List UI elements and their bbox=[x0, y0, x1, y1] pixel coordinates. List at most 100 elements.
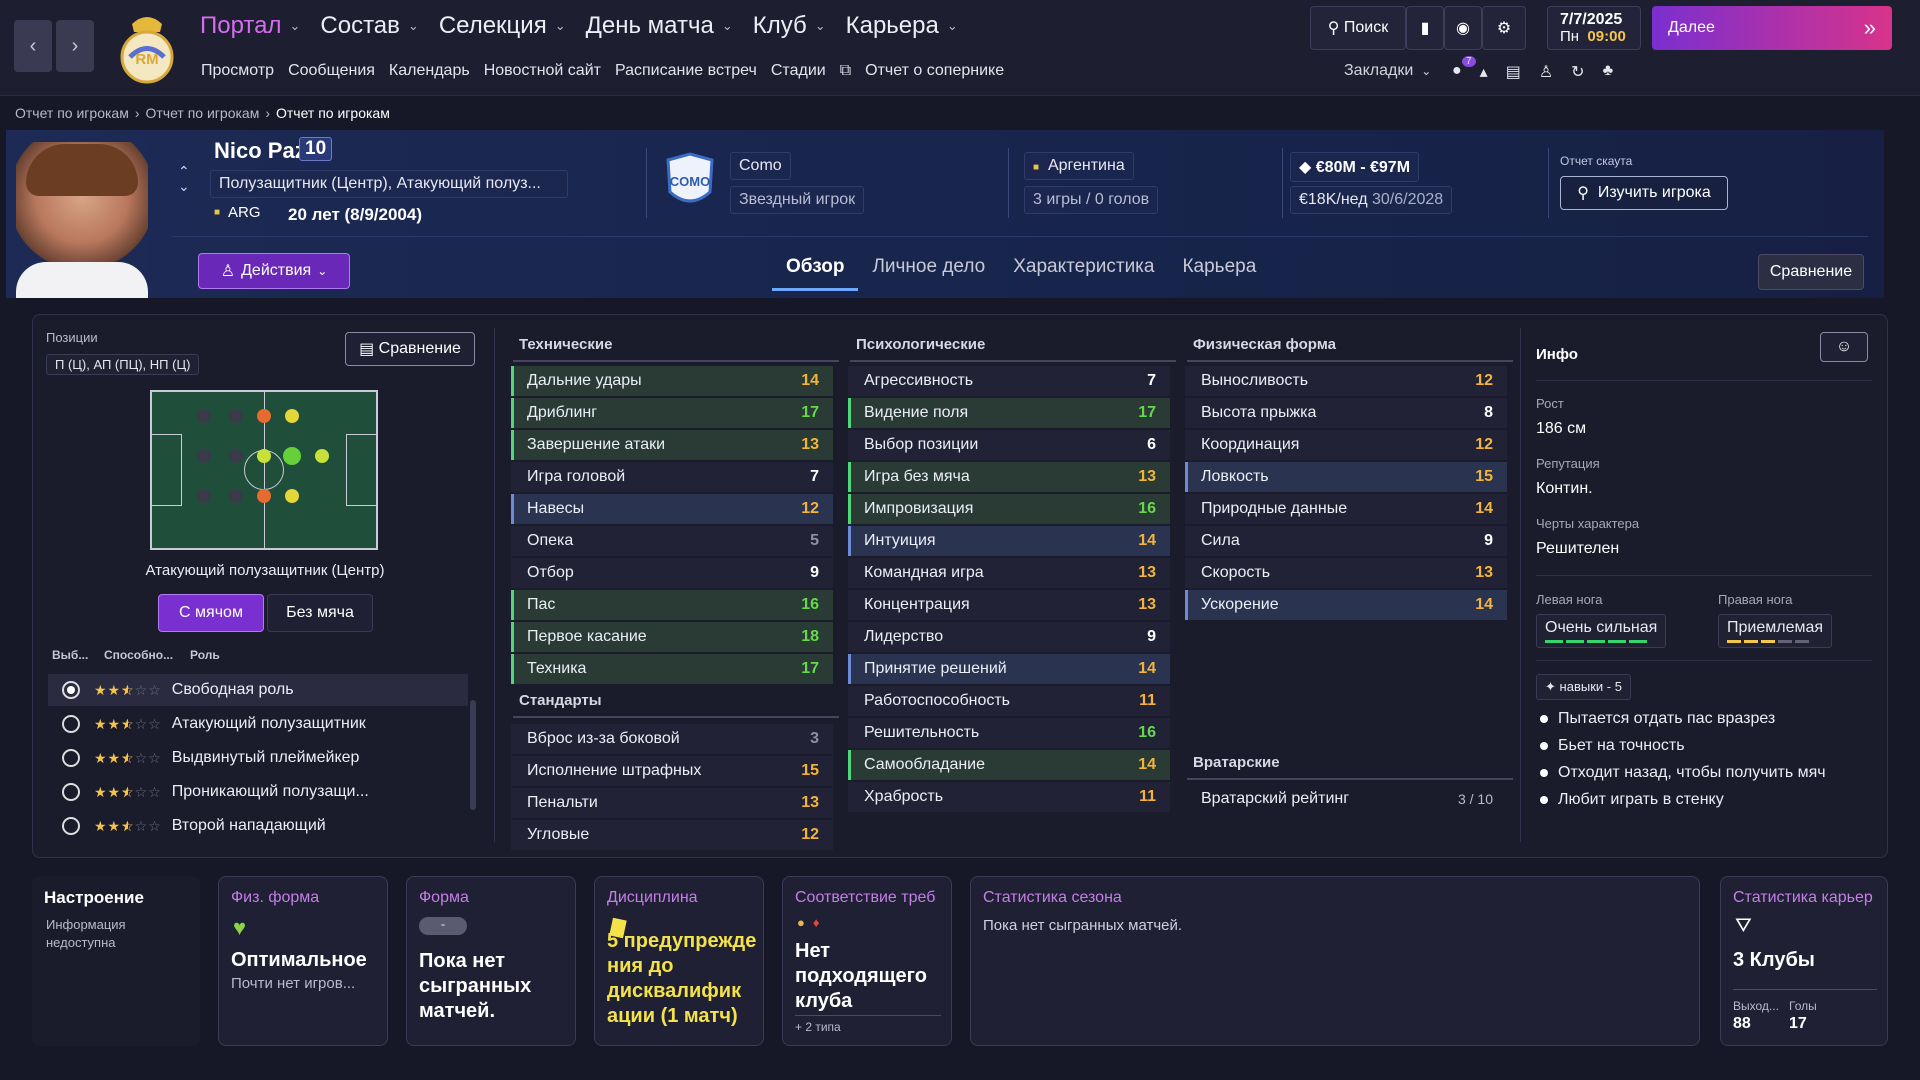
tab-overview[interactable]: Обзор bbox=[772, 252, 859, 291]
attribute-row[interactable]: Первое касание 18 bbox=[511, 622, 833, 652]
submenu-item-3[interactable]: Новостной сайт bbox=[483, 62, 601, 79]
submenu-item-4[interactable]: Расписание встреч bbox=[614, 62, 757, 79]
tactics-icon[interactable]: ▤ bbox=[1505, 64, 1521, 81]
menu-0[interactable]: Портал ⌄ bbox=[200, 12, 301, 39]
attribute-row[interactable]: Сила 9 bbox=[1185, 526, 1507, 556]
attribute-row[interactable]: Техника 17 bbox=[511, 654, 833, 684]
attribute-row[interactable]: Игра без мяча 13 bbox=[848, 462, 1170, 492]
attribute-row[interactable]: Завершение атаки 13 bbox=[511, 430, 833, 460]
menu-4[interactable]: Клуб ⌄ bbox=[752, 12, 826, 39]
attribute-row[interactable]: Дальние удары 14 bbox=[511, 366, 833, 396]
inbox-icon[interactable]: ● 7 bbox=[1452, 56, 1476, 82]
breadcrumb-link-1[interactable]: Отчет по игрокам bbox=[15, 105, 129, 121]
club-logo[interactable]: RM bbox=[118, 10, 176, 84]
tab-profile[interactable]: Личное дело bbox=[872, 256, 986, 277]
attribute-row[interactable]: Работоспособность 11 bbox=[848, 686, 1170, 716]
attribute-row[interactable]: Лидерство 9 bbox=[848, 622, 1170, 652]
discipline-card[interactable]: Дисциплина 5 предупрежде ния до дисквали… bbox=[594, 876, 764, 1046]
menu-3[interactable]: День матча ⌄ bbox=[585, 12, 733, 39]
attribute-row[interactable]: Скорость 13 bbox=[1185, 558, 1507, 588]
tab-attributes[interactable]: Характеристика bbox=[1013, 256, 1155, 277]
menu-5[interactable]: Карьера ⌄ bbox=[845, 12, 958, 39]
attribute-row[interactable]: Игра головой 7 bbox=[511, 462, 833, 492]
globe-button[interactable]: ◉ bbox=[1444, 6, 1482, 50]
role-row[interactable]: ★★☆★☆☆ Выдвинутый плеймейкер bbox=[48, 742, 468, 774]
notes-button[interactable]: ▮ bbox=[1406, 6, 1444, 50]
mood-card[interactable]: Настроение Информация недоступна bbox=[32, 876, 200, 1046]
attribute-row[interactable]: Дриблинг 17 bbox=[511, 398, 833, 428]
attribute-row[interactable]: Выбор позиции 6 bbox=[848, 430, 1170, 460]
attribute-row[interactable]: Природные данные 14 bbox=[1185, 494, 1507, 524]
shirt-icon[interactable]: ▴ bbox=[1479, 64, 1488, 81]
submenu-item-0[interactable]: Просмотр bbox=[201, 62, 275, 79]
submenu-item-2[interactable]: Календарь bbox=[388, 62, 470, 79]
role-row[interactable]: ★★☆★☆☆ Атакующий полузащитник bbox=[48, 708, 468, 740]
attribute-row[interactable]: Отбор 9 bbox=[511, 558, 833, 588]
role-radio[interactable] bbox=[62, 715, 80, 733]
roles-scrollbar[interactable] bbox=[470, 700, 476, 810]
role-radio[interactable] bbox=[62, 783, 80, 801]
role-radio[interactable] bbox=[62, 681, 80, 699]
attribute-row[interactable]: Выносливость 12 bbox=[1185, 366, 1507, 396]
goalkeeper-rating[interactable]: Вратарский рейтинг 3 / 10 bbox=[1201, 790, 1493, 807]
career-stats-card[interactable]: Статистика карьер ⛛ 3 Клубы Выход... Гол… bbox=[1720, 876, 1888, 1046]
staff-icon[interactable]: ♙ bbox=[1538, 64, 1554, 81]
scout-player-button[interactable]: ⚲ Изучить игрока bbox=[1560, 176, 1728, 210]
positions-compare-button[interactable]: ▤ Сравнение bbox=[345, 332, 475, 366]
bookmarks-dropdown[interactable]: Закладки ⌄ bbox=[1344, 62, 1432, 79]
submenu-item-6[interactable]: Отчет о сопернике bbox=[865, 62, 1005, 79]
refresh-icon[interactable]: ↻ bbox=[1571, 64, 1585, 81]
role-radio[interactable] bbox=[62, 749, 80, 767]
role-radio[interactable] bbox=[62, 817, 80, 835]
attribute-row[interactable]: Пас 16 bbox=[511, 590, 833, 620]
nation-country[interactable]: ■ Аргентина bbox=[1024, 152, 1134, 180]
attribute-row[interactable]: Ловкость 15 bbox=[1185, 462, 1507, 492]
attribute-row[interactable]: Агрессивность 7 bbox=[848, 366, 1170, 396]
attribute-row[interactable]: Видение поля 17 bbox=[848, 398, 1170, 428]
attribute-row[interactable]: Ускорение 14 bbox=[1185, 590, 1507, 620]
without-ball-toggle[interactable]: Без мяча bbox=[267, 594, 373, 632]
attribute-row[interactable]: Угловые 12 bbox=[511, 820, 833, 850]
trophy-icon[interactable]: ♣ bbox=[1602, 62, 1614, 79]
menu-1[interactable]: Состав ⌄ bbox=[320, 12, 419, 39]
attribute-row[interactable]: Самообладание 14 bbox=[848, 750, 1170, 780]
role-row[interactable]: ★★☆★☆☆ Свободная роль bbox=[48, 674, 468, 706]
breadcrumb-link-2[interactable]: Отчет по игрокам bbox=[145, 105, 260, 121]
attribute-row[interactable]: Принятие решений 14 bbox=[848, 654, 1170, 684]
date-display[interactable]: 7/7/2025 Пн 09:00 bbox=[1547, 6, 1641, 50]
attribute-row[interactable]: Вброс из-за боковой 3 bbox=[511, 724, 833, 754]
requirements-card[interactable]: Соответствие треб ● ♦ Нет подходящего клу… bbox=[782, 876, 952, 1046]
club-name[interactable]: Como bbox=[730, 152, 791, 180]
attribute-row[interactable]: Координация 12 bbox=[1185, 430, 1507, 460]
fitness-card[interactable]: Физ. форма ♥ Оптимальное Почти нет игров… bbox=[218, 876, 388, 1046]
attribute-row[interactable]: Храбрость 11 bbox=[848, 782, 1170, 812]
profile-button[interactable]: ☺ bbox=[1820, 332, 1868, 362]
role-row[interactable]: ★★☆★☆☆ Второй нападающий bbox=[48, 810, 468, 842]
club-badge-como[interactable]: COMO bbox=[662, 152, 718, 212]
actions-button[interactable]: ♙ Действия ⌄ bbox=[198, 253, 350, 289]
attribute-row[interactable]: Концентрация 13 bbox=[848, 590, 1170, 620]
attribute-row[interactable]: Решительность 16 bbox=[848, 718, 1170, 748]
submenu-item-5[interactable]: Стадии bbox=[770, 62, 826, 79]
settings-button[interactable]: ⚙ bbox=[1482, 6, 1526, 50]
continue-button[interactable]: Далее» bbox=[1652, 6, 1892, 50]
with-ball-toggle[interactable]: С мячом bbox=[158, 594, 264, 632]
attribute-row[interactable]: Навесы 12 bbox=[511, 494, 833, 524]
back-button[interactable]: ‹ bbox=[14, 20, 52, 72]
form-card[interactable]: Форма - Пока нет сыгранных матчей. bbox=[406, 876, 576, 1046]
season-stats-card[interactable]: Статистика сезона Пока нет сыгранных мат… bbox=[970, 876, 1700, 1046]
attribute-row[interactable]: Командная игра 13 bbox=[848, 558, 1170, 588]
search-button[interactable]: ⚲ Поиск bbox=[1310, 6, 1406, 50]
forward-button[interactable]: › bbox=[56, 20, 94, 72]
attribute-row[interactable]: Интуиция 14 bbox=[848, 526, 1170, 556]
attribute-row[interactable]: Пенальти 13 bbox=[511, 788, 833, 818]
menu-2[interactable]: Селекция ⌄ bbox=[438, 12, 566, 39]
attribute-row[interactable]: Высота прыжка 8 bbox=[1185, 398, 1507, 428]
role-row[interactable]: ★★☆★☆☆ Проникающий полузащи... bbox=[48, 776, 468, 808]
attribute-row[interactable]: Опека 5 bbox=[511, 526, 833, 556]
submenu-item-1[interactable]: Сообщения bbox=[288, 62, 375, 79]
compare-button[interactable]: Сравнение bbox=[1758, 254, 1864, 290]
player-nav-arrows[interactable]: ⌃ ⌄ bbox=[178, 163, 190, 195]
attribute-row[interactable]: Импровизация 16 bbox=[848, 494, 1170, 524]
attribute-row[interactable]: Исполнение штрафных 15 bbox=[511, 756, 833, 786]
